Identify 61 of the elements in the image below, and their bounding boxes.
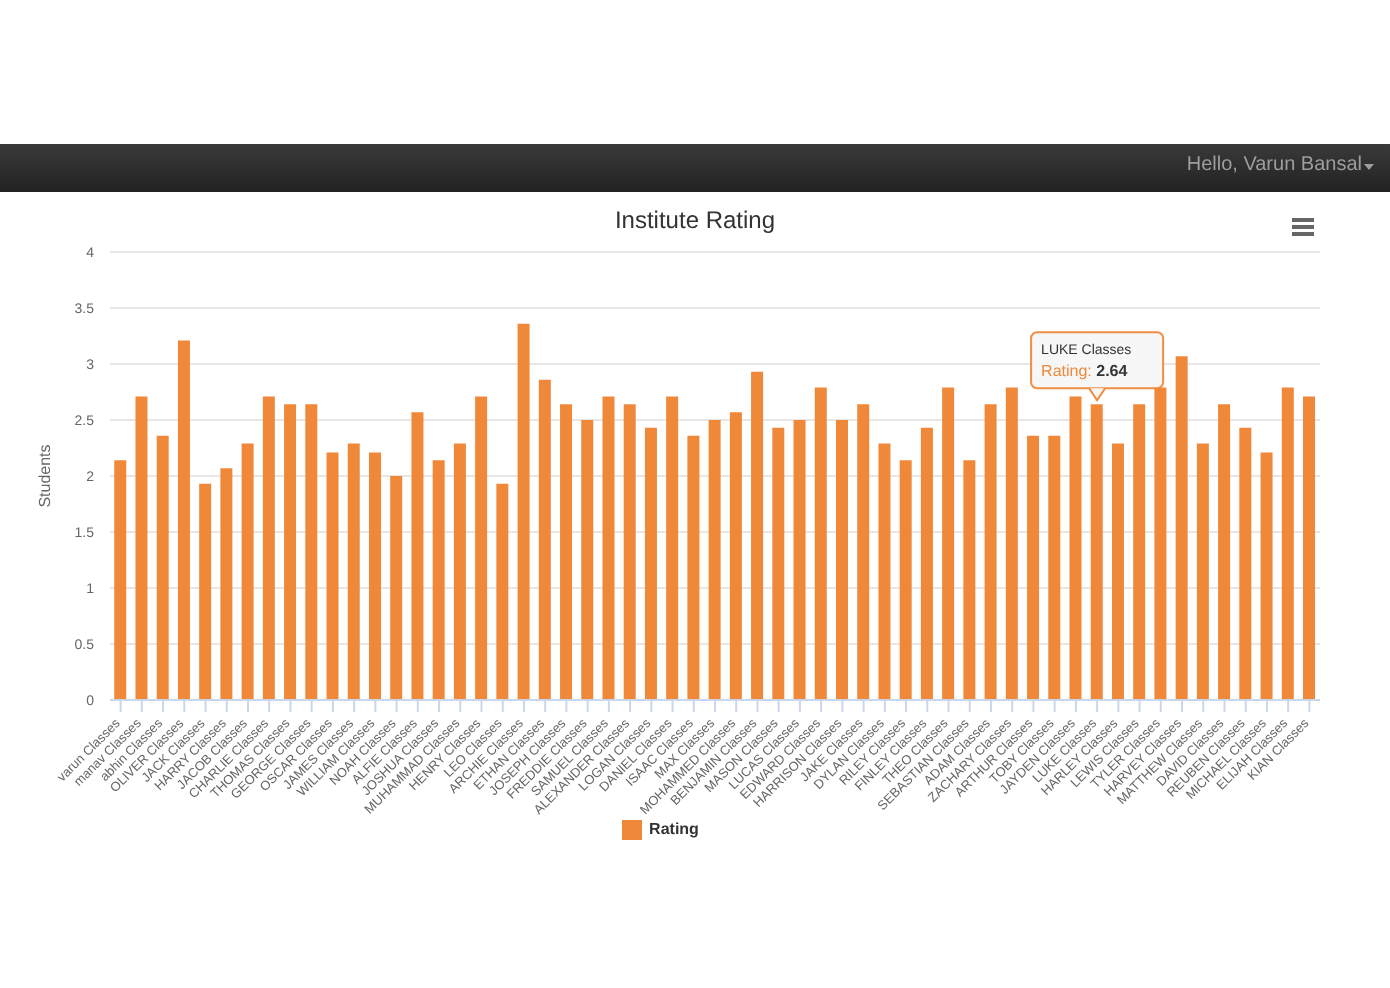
bar [156, 435, 169, 700]
bar [729, 412, 742, 700]
annotation: Rating: 2.64 [1041, 362, 1129, 381]
bar [220, 468, 233, 700]
bar [368, 452, 381, 700]
bar [602, 396, 615, 700]
bar [666, 396, 679, 700]
bar [793, 420, 806, 700]
bar [475, 396, 488, 700]
bar [1048, 435, 1061, 700]
bar [920, 427, 933, 700]
bar [1154, 387, 1167, 700]
bar [560, 404, 573, 700]
bar [1218, 404, 1231, 700]
bar [390, 476, 403, 700]
legend-label: Rating [649, 820, 699, 839]
bar [1133, 404, 1146, 700]
bar [411, 412, 424, 700]
bar [878, 443, 891, 700]
bar [772, 427, 785, 700]
bar [1281, 387, 1294, 700]
bar [1175, 356, 1188, 700]
bar [708, 420, 721, 700]
bar [899, 460, 912, 700]
text: Hello, Varun Bansal [1186, 154, 1362, 176]
bar [347, 443, 360, 700]
bar [581, 420, 594, 700]
bar [942, 387, 955, 700]
bar [644, 427, 657, 700]
bar [984, 404, 997, 700]
bar [496, 483, 509, 700]
bar [177, 340, 190, 700]
bar [1196, 443, 1209, 700]
bar [1111, 443, 1124, 700]
bar [814, 387, 827, 700]
bar [751, 371, 764, 700]
bar [623, 404, 636, 700]
bar [1005, 387, 1018, 700]
bar [1260, 452, 1273, 700]
bar [687, 435, 700, 700]
bar [1303, 396, 1316, 700]
bar [432, 460, 445, 700]
bar [517, 323, 530, 700]
bar [114, 460, 127, 700]
bar [326, 452, 339, 700]
bar [305, 404, 318, 700]
bar [453, 443, 466, 700]
bar [135, 396, 148, 700]
bar [199, 483, 212, 700]
bar [1069, 396, 1082, 700]
bar [963, 460, 976, 700]
bar [1027, 435, 1040, 700]
y-axis-title: Students [35, 444, 54, 508]
bar [1239, 427, 1252, 700]
chart-title: Institute Rating [612, 206, 778, 234]
bar [836, 420, 848, 700]
bar [284, 404, 297, 700]
bar [262, 396, 275, 700]
bar [857, 404, 870, 700]
bar [538, 379, 551, 700]
bar [241, 443, 254, 700]
